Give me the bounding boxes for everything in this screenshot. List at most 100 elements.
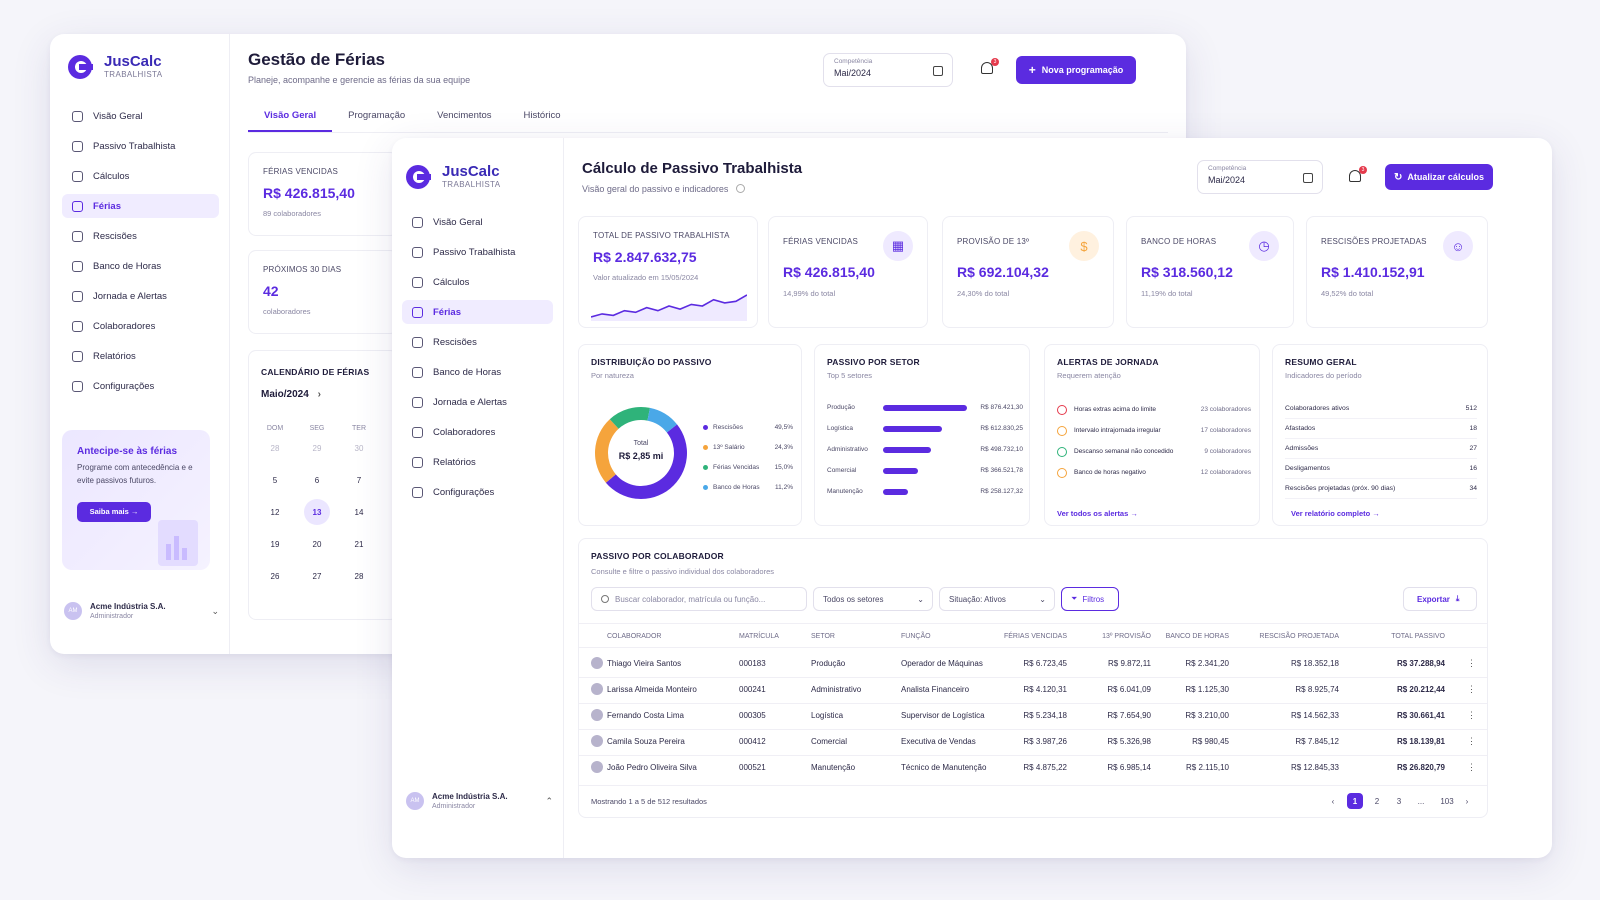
sidebar-item-relatorios[interactable]: Relatórios — [62, 344, 219, 368]
sidebar-item-colaboradores[interactable]: Colaboradores — [402, 420, 553, 444]
sidebar-item-colaboradores[interactable]: Colaboradores — [62, 314, 219, 338]
page-3[interactable]: 3 — [1396, 796, 1402, 806]
legend-pct: 11,2% — [775, 483, 793, 491]
column-header-colaborador[interactable]: COLABORADOR — [607, 633, 662, 640]
column-header-ferias-vencidas[interactable]: FÉRIAS VENCIDAS — [1003, 633, 1067, 640]
row-menu-icon[interactable]: ⋮ — [1467, 658, 1476, 668]
tab-historico[interactable]: Histórico — [523, 110, 561, 121]
sector-filter-select[interactable]: Todos os setores ⌄ — [813, 587, 933, 611]
saiba-mais-button[interactable]: Saiba mais → — [77, 501, 151, 522]
calendar-day[interactable]: 28 — [270, 443, 280, 453]
row-menu-icon[interactable]: ⋮ — [1467, 762, 1476, 772]
tab-vencimentos[interactable]: Vencimentos — [437, 110, 492, 121]
page-title: Cálculo de Passivo Trabalhista — [582, 160, 803, 177]
row-menu-icon[interactable]: ⋮ — [1467, 710, 1476, 720]
summary-item: Afastados 18 — [1285, 419, 1477, 439]
sidebar-item-ferias[interactable]: Férias — [62, 194, 219, 218]
sidebar-item-passivo-trabalhista[interactable]: Passivo Trabalhista — [62, 134, 219, 158]
sidebar-item-configuracoes[interactable]: Configurações — [62, 374, 219, 398]
page-103[interactable]: 103 — [1440, 796, 1454, 806]
calendar-day[interactable]: 6 — [314, 475, 320, 485]
page-next[interactable]: › — [1465, 796, 1469, 806]
sidebar-item-jornada-e-alertas[interactable]: Jornada e Alertas — [62, 284, 219, 308]
info-icon[interactable] — [735, 184, 745, 193]
exportar-button[interactable]: Exportar ⤓ — [1403, 587, 1477, 611]
column-header-matricula[interactable]: MATRÍCULA — [739, 633, 779, 640]
sidebar-item-banco-de-horas[interactable]: Banco de Horas — [402, 360, 553, 384]
competencia-select[interactable]: Competência Mai/2024 — [823, 53, 953, 87]
sidebar-item-passivo-trabalhista[interactable]: Passivo Trabalhista — [402, 240, 553, 264]
filtros-button[interactable]: ⏷ Filtros — [1061, 587, 1119, 611]
calendar-day[interactable]: 14 — [354, 507, 364, 517]
donut-slice-rescisoes — [605, 424, 687, 499]
legend-label: Férias Vencidas — [713, 463, 760, 471]
sector-label: Manutenção — [827, 488, 863, 495]
calendar-day[interactable]: 12 — [270, 507, 280, 517]
notifications-button[interactable]: 3 — [981, 58, 999, 76]
atualizar-calculos-label: Atualizar cálculos — [1407, 172, 1484, 182]
sector-bar — [883, 446, 931, 453]
column-header-total-passivo[interactable]: TOTAL PASSIVO — [1391, 633, 1445, 640]
table-cell-ferias-vencidas: R$ 4.875,22 — [1023, 763, 1067, 772]
calendar-day[interactable]: 21 — [354, 539, 364, 549]
calendar-day[interactable]: 20 — [312, 539, 322, 549]
page-1[interactable]: 1 — [1347, 793, 1363, 809]
column-header-setor[interactable]: SETOR — [811, 633, 835, 640]
search-input[interactable]: Buscar colaborador, matrícula ou função.… — [591, 587, 807, 611]
sidebar-item-calculos[interactable]: Cálculos — [402, 270, 553, 294]
user-menu[interactable]: AM Acme Indústria S.A. Administrador ⌃ — [406, 792, 553, 810]
atualizar-calculos-button[interactable]: ↻ Atualizar cálculos — [1385, 164, 1493, 190]
user-menu[interactable]: AM Acme Indústria S.A. Administrador ⌄ — [64, 602, 219, 620]
tab-visao-geral[interactable]: Visão Geral — [248, 110, 333, 132]
sidebar-item-relatorios[interactable]: Relatórios — [402, 450, 553, 474]
alert-item[interactable]: Banco de horas negativo 12 colaboradores — [1057, 462, 1251, 483]
alert-item[interactable]: Intervalo intrajornada irregular 17 colab… — [1057, 420, 1251, 441]
calendar-day[interactable]: 30 — [354, 443, 364, 453]
calendar-day[interactable]: 26 — [270, 571, 280, 581]
notifications-button[interactable]: 3 — [1349, 166, 1367, 184]
calendar-day[interactable]: 19 — [270, 539, 280, 549]
logo[interactable]: JusCalc TRABALHISTA — [68, 54, 163, 79]
sidebar-item-jornada-e-alertas[interactable]: Jornada e Alertas — [402, 390, 553, 414]
column-header-rescisao-projetada[interactable]: RESCISÃO PROJETADA — [1259, 633, 1339, 640]
calendar-day[interactable]: 28 — [354, 571, 364, 581]
divider — [579, 677, 1487, 678]
page-ellipsis[interactable]: ... — [1417, 796, 1425, 806]
ver-relatorio-link[interactable]: Ver relatório completo → — [1291, 509, 1380, 518]
page-2[interactable]: 2 — [1374, 796, 1380, 806]
ver-alertas-link[interactable]: Ver todos os alertas → — [1057, 509, 1138, 518]
chevron-down-icon[interactable]: ⌄ — [211, 605, 219, 616]
sidebar-item-rescisoes[interactable]: Rescisões — [62, 224, 219, 248]
nova-programacao-button[interactable]: + Nova programação — [1016, 56, 1136, 84]
sidebar-item-visao-geral[interactable]: Visão Geral — [402, 210, 553, 234]
divider — [579, 785, 1487, 786]
sidebar-item-visao-geral[interactable]: Visão Geral — [62, 104, 219, 128]
calendar-day[interactable]: 29 — [312, 443, 322, 453]
row-menu-icon[interactable]: ⋮ — [1467, 736, 1476, 746]
alert-item[interactable]: Horas extras acima do limite 23 colaborad… — [1057, 399, 1251, 420]
calendar-day[interactable]: 5 — [272, 475, 278, 485]
calendar-day[interactable]: 13 — [304, 499, 330, 525]
summary-value: 18 — [1469, 425, 1477, 432]
row-menu-icon[interactable]: ⋮ — [1467, 684, 1476, 694]
alert-item[interactable]: Descanso semanal não concedido 9 colabora… — [1057, 441, 1251, 462]
page-prev[interactable]: ‹ — [1331, 796, 1335, 806]
legend-dot — [703, 484, 708, 490]
tab-programacao[interactable]: Programação — [348, 110, 406, 121]
logo[interactable]: JusCalc TRABALHISTA — [406, 164, 501, 189]
sidebar-item-rescisoes[interactable]: Rescisões — [402, 330, 553, 354]
competencia-select[interactable]: Competência Mai/2024 — [1197, 160, 1323, 194]
sidebar-item-ferias[interactable]: Férias — [402, 300, 553, 324]
summary-label: Rescisões projetadas (próx. 90 dias) — [1285, 485, 1396, 492]
calendar-day[interactable]: 27 — [312, 571, 322, 581]
calendar-day[interactable]: 7 — [356, 475, 362, 485]
sidebar-item-calculos[interactable]: Cálculos — [62, 164, 219, 188]
status-filter-select[interactable]: Situação: Ativos ⌄ — [939, 587, 1055, 611]
column-header-13-provisao[interactable]: 13º PROVISÃO — [1102, 633, 1151, 640]
chevron-right-icon[interactable]: › — [317, 389, 321, 400]
sidebar-item-configuracoes[interactable]: Configurações — [402, 480, 553, 504]
chevron-up-icon[interactable]: ⌃ — [545, 795, 553, 806]
column-header-funcao[interactable]: FUNÇÃO — [901, 633, 931, 640]
sidebar-item-banco-de-horas[interactable]: Banco de Horas — [62, 254, 219, 278]
column-header-banco-de-horas[interactable]: BANCO DE HORAS — [1165, 633, 1229, 640]
